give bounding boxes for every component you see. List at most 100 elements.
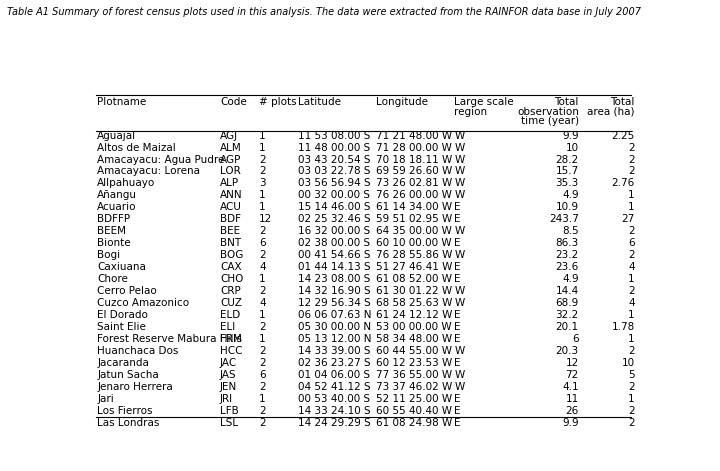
Text: Amacayacu: Lorena: Amacayacu: Lorena <box>97 166 200 177</box>
Text: ELI: ELI <box>220 322 235 332</box>
Text: 68 58 25.63 W: 68 58 25.63 W <box>377 298 453 308</box>
Text: 71 28 00.00 W: 71 28 00.00 W <box>377 143 452 153</box>
Text: 1: 1 <box>259 130 266 140</box>
Text: BEE: BEE <box>220 227 240 236</box>
Text: 1: 1 <box>259 310 266 320</box>
Text: 2: 2 <box>628 382 634 392</box>
Text: CAX: CAX <box>220 262 242 272</box>
Text: 02 36 23.27 S: 02 36 23.27 S <box>298 358 371 368</box>
Text: LSL: LSL <box>220 418 238 428</box>
Text: E: E <box>454 214 461 224</box>
Text: ALM: ALM <box>220 143 242 153</box>
Text: W: W <box>454 370 464 380</box>
Text: CRP: CRP <box>220 286 240 296</box>
Text: 4: 4 <box>259 262 266 272</box>
Text: E: E <box>454 262 461 272</box>
Text: Saint Elie: Saint Elie <box>97 322 146 332</box>
Text: 61 14 34.00 W: 61 14 34.00 W <box>377 203 452 212</box>
Text: 2: 2 <box>259 250 266 260</box>
Text: 14 32 16.90 S: 14 32 16.90 S <box>298 286 371 296</box>
Text: CHO: CHO <box>220 274 243 284</box>
Text: ACU: ACU <box>220 203 242 212</box>
Text: JEN: JEN <box>220 382 238 392</box>
Text: 03 03 22.78 S: 03 03 22.78 S <box>298 166 371 177</box>
Text: 2: 2 <box>259 406 266 416</box>
Text: 2.76: 2.76 <box>611 179 634 188</box>
Text: 1.78: 1.78 <box>611 322 634 332</box>
Text: observation: observation <box>517 106 579 116</box>
Text: JRI: JRI <box>220 394 233 404</box>
Text: 73 26 02.81 W: 73 26 02.81 W <box>377 179 452 188</box>
Text: 10: 10 <box>566 143 579 153</box>
Text: Chore: Chore <box>97 274 128 284</box>
Text: W: W <box>454 346 464 356</box>
Text: 64 35 00.00 W: 64 35 00.00 W <box>377 227 452 236</box>
Text: Las Londras: Las Londras <box>97 418 160 428</box>
Text: 1: 1 <box>628 334 634 344</box>
Text: Caxiuana: Caxiuana <box>97 262 146 272</box>
Text: 3: 3 <box>259 179 266 188</box>
Text: Total: Total <box>554 97 579 107</box>
Text: 73 37 46.02 W: 73 37 46.02 W <box>377 382 452 392</box>
Text: 05 13 12.00 N: 05 13 12.00 N <box>298 334 372 344</box>
Text: 1: 1 <box>259 190 266 201</box>
Text: 28.2: 28.2 <box>556 154 579 164</box>
Text: Cuzco Amazonico: Cuzco Amazonico <box>97 298 189 308</box>
Text: 4.9: 4.9 <box>562 190 579 201</box>
Text: 04 52 41.12 S: 04 52 41.12 S <box>298 382 371 392</box>
Text: Latitude: Latitude <box>298 97 341 107</box>
Text: 6: 6 <box>628 238 634 248</box>
Text: 1: 1 <box>259 143 266 153</box>
Text: 12: 12 <box>565 358 579 368</box>
Text: 1: 1 <box>259 394 266 404</box>
Text: Cerro Pelao: Cerro Pelao <box>97 286 157 296</box>
Text: 23.6: 23.6 <box>556 262 579 272</box>
Text: E: E <box>454 334 461 344</box>
Text: 4: 4 <box>259 298 266 308</box>
Text: 76 26 00.00 W: 76 26 00.00 W <box>377 190 452 201</box>
Text: 71 21 48.00 W: 71 21 48.00 W <box>377 130 452 140</box>
Text: 15.7: 15.7 <box>556 166 579 177</box>
Text: 14.4: 14.4 <box>556 286 579 296</box>
Text: BNT: BNT <box>220 238 241 248</box>
Text: Acuario: Acuario <box>97 203 137 212</box>
Text: W: W <box>454 143 464 153</box>
Text: JAS: JAS <box>220 370 237 380</box>
Text: 4: 4 <box>628 298 634 308</box>
Text: Altos de Maizal: Altos de Maizal <box>97 143 176 153</box>
Text: 2: 2 <box>628 227 634 236</box>
Text: 4.9: 4.9 <box>562 274 579 284</box>
Text: 2: 2 <box>259 358 266 368</box>
Text: 03 43 20.54 S: 03 43 20.54 S <box>298 154 371 164</box>
Text: W: W <box>454 190 464 201</box>
Text: W: W <box>454 227 464 236</box>
Text: 1: 1 <box>628 394 634 404</box>
Text: 1: 1 <box>259 274 266 284</box>
Text: W: W <box>454 286 464 296</box>
Text: ALP: ALP <box>220 179 239 188</box>
Text: LOR: LOR <box>220 166 240 177</box>
Text: 20.1: 20.1 <box>556 322 579 332</box>
Text: E: E <box>454 406 461 416</box>
Text: 35.3: 35.3 <box>556 179 579 188</box>
Text: 60 12 23.53 W: 60 12 23.53 W <box>377 358 452 368</box>
Text: 10.9: 10.9 <box>556 203 579 212</box>
Text: 2: 2 <box>259 322 266 332</box>
Text: 11 53 08.00 S: 11 53 08.00 S <box>298 130 371 140</box>
Text: E: E <box>454 322 461 332</box>
Text: BOG: BOG <box>220 250 243 260</box>
Text: 00 41 54.66 S: 00 41 54.66 S <box>298 250 371 260</box>
Text: Large scale: Large scale <box>454 97 514 107</box>
Text: W: W <box>454 250 464 260</box>
Text: 16 32 00.00 S: 16 32 00.00 S <box>298 227 370 236</box>
Text: 26: 26 <box>565 406 579 416</box>
Text: 2: 2 <box>259 166 266 177</box>
Text: 86.3: 86.3 <box>556 238 579 248</box>
Text: 1: 1 <box>259 334 266 344</box>
Text: 14 33 24.10 S: 14 33 24.10 S <box>298 406 371 416</box>
Text: W: W <box>454 166 464 177</box>
Text: W: W <box>454 382 464 392</box>
Text: 8.5: 8.5 <box>562 227 579 236</box>
Text: E: E <box>454 310 461 320</box>
Text: Bionte: Bionte <box>97 238 131 248</box>
